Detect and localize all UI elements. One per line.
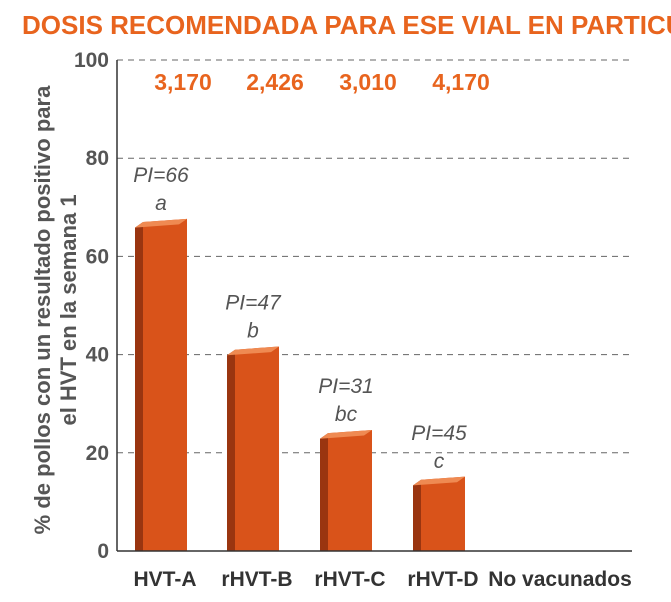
significance-letter-3: c <box>434 450 445 473</box>
significance-letter-1: b <box>247 320 259 343</box>
pi-label-2: PI=31 <box>318 375 373 398</box>
bar-0 <box>135 218 187 551</box>
bar-top-1 <box>227 346 279 356</box>
x-tick-label-2: rHVT-C <box>314 568 385 591</box>
x-tick-label-4: No vacunados <box>488 568 632 591</box>
y-axis-label-line-2: el HVT en la semana 1 <box>56 194 81 425</box>
bar-front-2 <box>328 429 372 551</box>
x-tick-label-0: HVT-A <box>134 568 197 591</box>
y-tick-label-3: 60 <box>86 245 109 268</box>
x-tick-label-3: rHVT-D <box>407 568 478 591</box>
bar-top-2 <box>320 429 372 439</box>
bar-1 <box>227 346 279 551</box>
dose-label-3: 4,170 <box>432 69 490 95</box>
y-tick-label-5: 100 <box>74 49 109 72</box>
bar-top-0 <box>135 218 187 228</box>
significance-letter-2: bc <box>335 403 358 426</box>
dose-label-2: 3,010 <box>339 69 397 95</box>
bar-front-3 <box>421 476 465 551</box>
bar-3 <box>413 476 465 551</box>
y-axis-ticks: 0 20 40 60 80 100 <box>74 49 109 563</box>
bar-front-0 <box>143 218 187 551</box>
gridlines <box>117 59 632 454</box>
pi-label-1: PI=47 <box>225 292 282 315</box>
dose-label-1: 2,426 <box>246 69 304 95</box>
x-axis-ticks: HVT-A rHVT-B rHVT-C rHVT-D No vacunados <box>134 568 632 591</box>
bar-front-1 <box>235 346 279 551</box>
x-tick-label-1: rHVT-B <box>221 568 292 591</box>
dose-label-0: 3,170 <box>154 69 212 95</box>
bar-2 <box>320 429 372 551</box>
pi-label-3: PI=45 <box>411 422 467 445</box>
chart-title: DOSIS RECOMENDADA PARA ESE VIAL EN PARTI… <box>22 10 671 40</box>
y-tick-label-0: 0 <box>97 540 109 563</box>
y-tick-label-1: 20 <box>86 442 109 465</box>
bar-side-3 <box>413 479 421 551</box>
bar-side-2 <box>320 433 328 551</box>
significance-letter-0: a <box>155 192 167 215</box>
bars <box>135 218 465 551</box>
y-tick-label-4: 80 <box>86 147 109 170</box>
bar-top-3 <box>413 476 465 486</box>
y-axis-label-line-1: % de pollos con un resultado positivo pa… <box>30 85 55 534</box>
bar-annotations: a PI=66 3,170 b PI=47 2,426 bc PI=31 3,010 c PI=45… <box>133 69 490 473</box>
pi-label-0: PI=66 <box>133 164 189 187</box>
y-axis-label: % de pollos con un resultado positivo pa… <box>30 85 81 534</box>
y-tick-label-2: 40 <box>86 344 109 367</box>
bar-side-0 <box>135 222 143 551</box>
bar-side-1 <box>227 349 235 551</box>
